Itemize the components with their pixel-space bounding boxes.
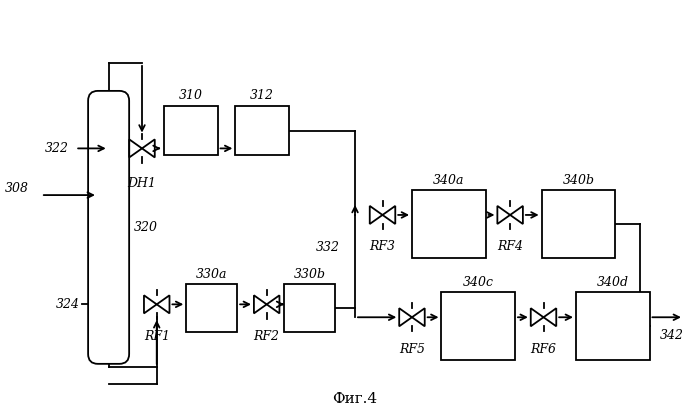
Text: RF6: RF6 <box>531 342 556 356</box>
Text: 310: 310 <box>178 89 202 102</box>
Polygon shape <box>510 206 523 224</box>
Polygon shape <box>157 295 169 313</box>
Text: 320: 320 <box>134 221 158 234</box>
Bar <box>186 284 237 332</box>
Polygon shape <box>130 139 142 157</box>
Polygon shape <box>254 295 267 313</box>
Text: RF5: RF5 <box>399 342 425 356</box>
Bar <box>412 190 486 258</box>
Text: 340c: 340c <box>463 276 494 289</box>
Bar <box>542 190 615 258</box>
Bar <box>442 293 515 360</box>
Text: 332: 332 <box>316 241 340 254</box>
Polygon shape <box>142 139 155 157</box>
Text: 340d: 340d <box>596 276 629 289</box>
Bar <box>235 106 289 155</box>
Polygon shape <box>543 308 556 326</box>
Text: RF1: RF1 <box>144 330 169 343</box>
Polygon shape <box>382 206 396 224</box>
Text: RF3: RF3 <box>370 240 395 253</box>
Text: 330a: 330a <box>196 268 228 281</box>
Polygon shape <box>267 295 279 313</box>
Text: 308: 308 <box>5 182 29 195</box>
Text: 312: 312 <box>251 89 274 102</box>
Text: RF4: RF4 <box>497 240 523 253</box>
Text: 322: 322 <box>44 142 69 155</box>
Polygon shape <box>144 295 157 313</box>
Polygon shape <box>399 308 412 326</box>
Text: DH1: DH1 <box>127 177 156 190</box>
Text: 330b: 330b <box>294 268 326 281</box>
Text: Фиг.4: Фиг.4 <box>332 392 377 406</box>
Polygon shape <box>531 308 543 326</box>
Bar <box>284 284 335 332</box>
Text: 342: 342 <box>659 329 683 342</box>
Polygon shape <box>370 206 382 224</box>
Text: 340b: 340b <box>562 174 594 187</box>
Bar <box>164 106 218 155</box>
FancyBboxPatch shape <box>88 91 129 364</box>
Polygon shape <box>412 308 425 326</box>
Bar <box>576 293 650 360</box>
Polygon shape <box>498 206 510 224</box>
Text: 324: 324 <box>56 298 80 311</box>
Text: RF2: RF2 <box>253 330 280 343</box>
Text: 340a: 340a <box>433 174 465 187</box>
